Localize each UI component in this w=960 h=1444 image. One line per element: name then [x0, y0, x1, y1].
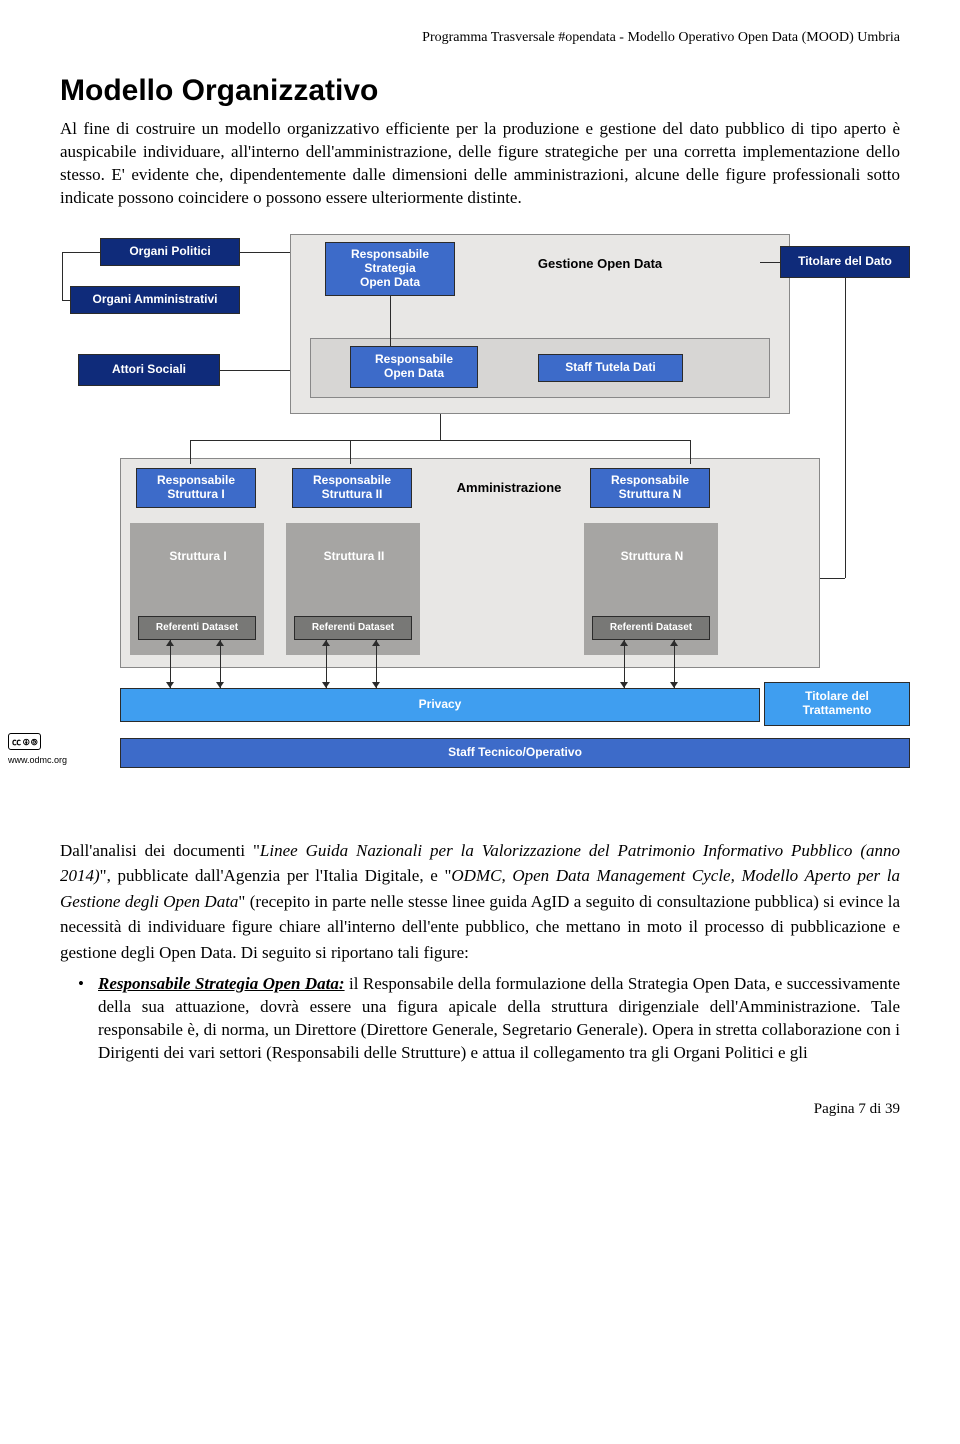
node-resp-s1: Responsabile Struttura I: [136, 468, 256, 508]
org-diagram: Organi Politici Organi Amministrativi Ge…: [60, 228, 910, 798]
node-refn: Referenti Dataset: [592, 616, 710, 640]
node-titolare-dato: Titolare del Dato: [780, 246, 910, 278]
node-resp-s2: Responsabile Struttura II: [292, 468, 412, 508]
bullet-term: Responsabile Strategia Open Data:: [98, 974, 345, 993]
node-organi-amm: Organi Amministrativi: [70, 286, 240, 314]
node-resp-strategia: Responsabile Strategia Open Data: [325, 242, 455, 296]
cc-badge: ㏄ 🅯 🄎 www.odmc.org: [8, 732, 68, 768]
node-attori: Attori Sociali: [78, 354, 220, 386]
label-gestione: Gestione Open Data: [515, 256, 685, 271]
node-ref2: Referenti Dataset: [294, 616, 412, 640]
node-strutt1: Struttura I: [150, 546, 246, 568]
node-titolare-tratt: Titolare del Trattamento: [764, 682, 910, 726]
node-strutt2: Struttura II: [306, 546, 402, 568]
node-organi-politici: Organi Politici: [100, 238, 240, 266]
label-amministrazione: Amministrazione: [444, 480, 574, 495]
page-title: Modello Organizzativo: [60, 74, 900, 108]
node-resp-sn: Responsabile Struttura N: [590, 468, 710, 508]
node-struttn: Struttura N: [604, 546, 700, 568]
analysis-paragraph: Dall'analisi dei documenti "Linee Guida …: [60, 838, 900, 966]
node-resp-od: Responsabile Open Data: [350, 346, 478, 388]
intro-paragraph: Al fine di costruire un modello organizz…: [60, 118, 900, 210]
figures-list: Responsabile Strategia Open Data: il Res…: [60, 973, 900, 1065]
node-staff-tecnico: Staff Tecnico/Operativo: [120, 738, 910, 768]
analysis-b: ", pubblicate dall'Agenzia per l'Italia …: [100, 866, 452, 885]
analysis-a: Dall'analisi dei documenti ": [60, 841, 260, 860]
node-privacy: Privacy: [120, 688, 760, 722]
node-ref1: Referenti Dataset: [138, 616, 256, 640]
cc-icons: ㏄ 🅯 🄎: [8, 733, 41, 750]
node-staff-tutela: Staff Tutela Dati: [538, 354, 683, 382]
cc-url: www.odmc.org: [8, 755, 67, 765]
page-footer: Pagina 7 di 39: [60, 1101, 900, 1118]
page-header: Programma Trasversale #opendata - Modell…: [60, 30, 900, 46]
list-item: Responsabile Strategia Open Data: il Res…: [98, 973, 900, 1065]
